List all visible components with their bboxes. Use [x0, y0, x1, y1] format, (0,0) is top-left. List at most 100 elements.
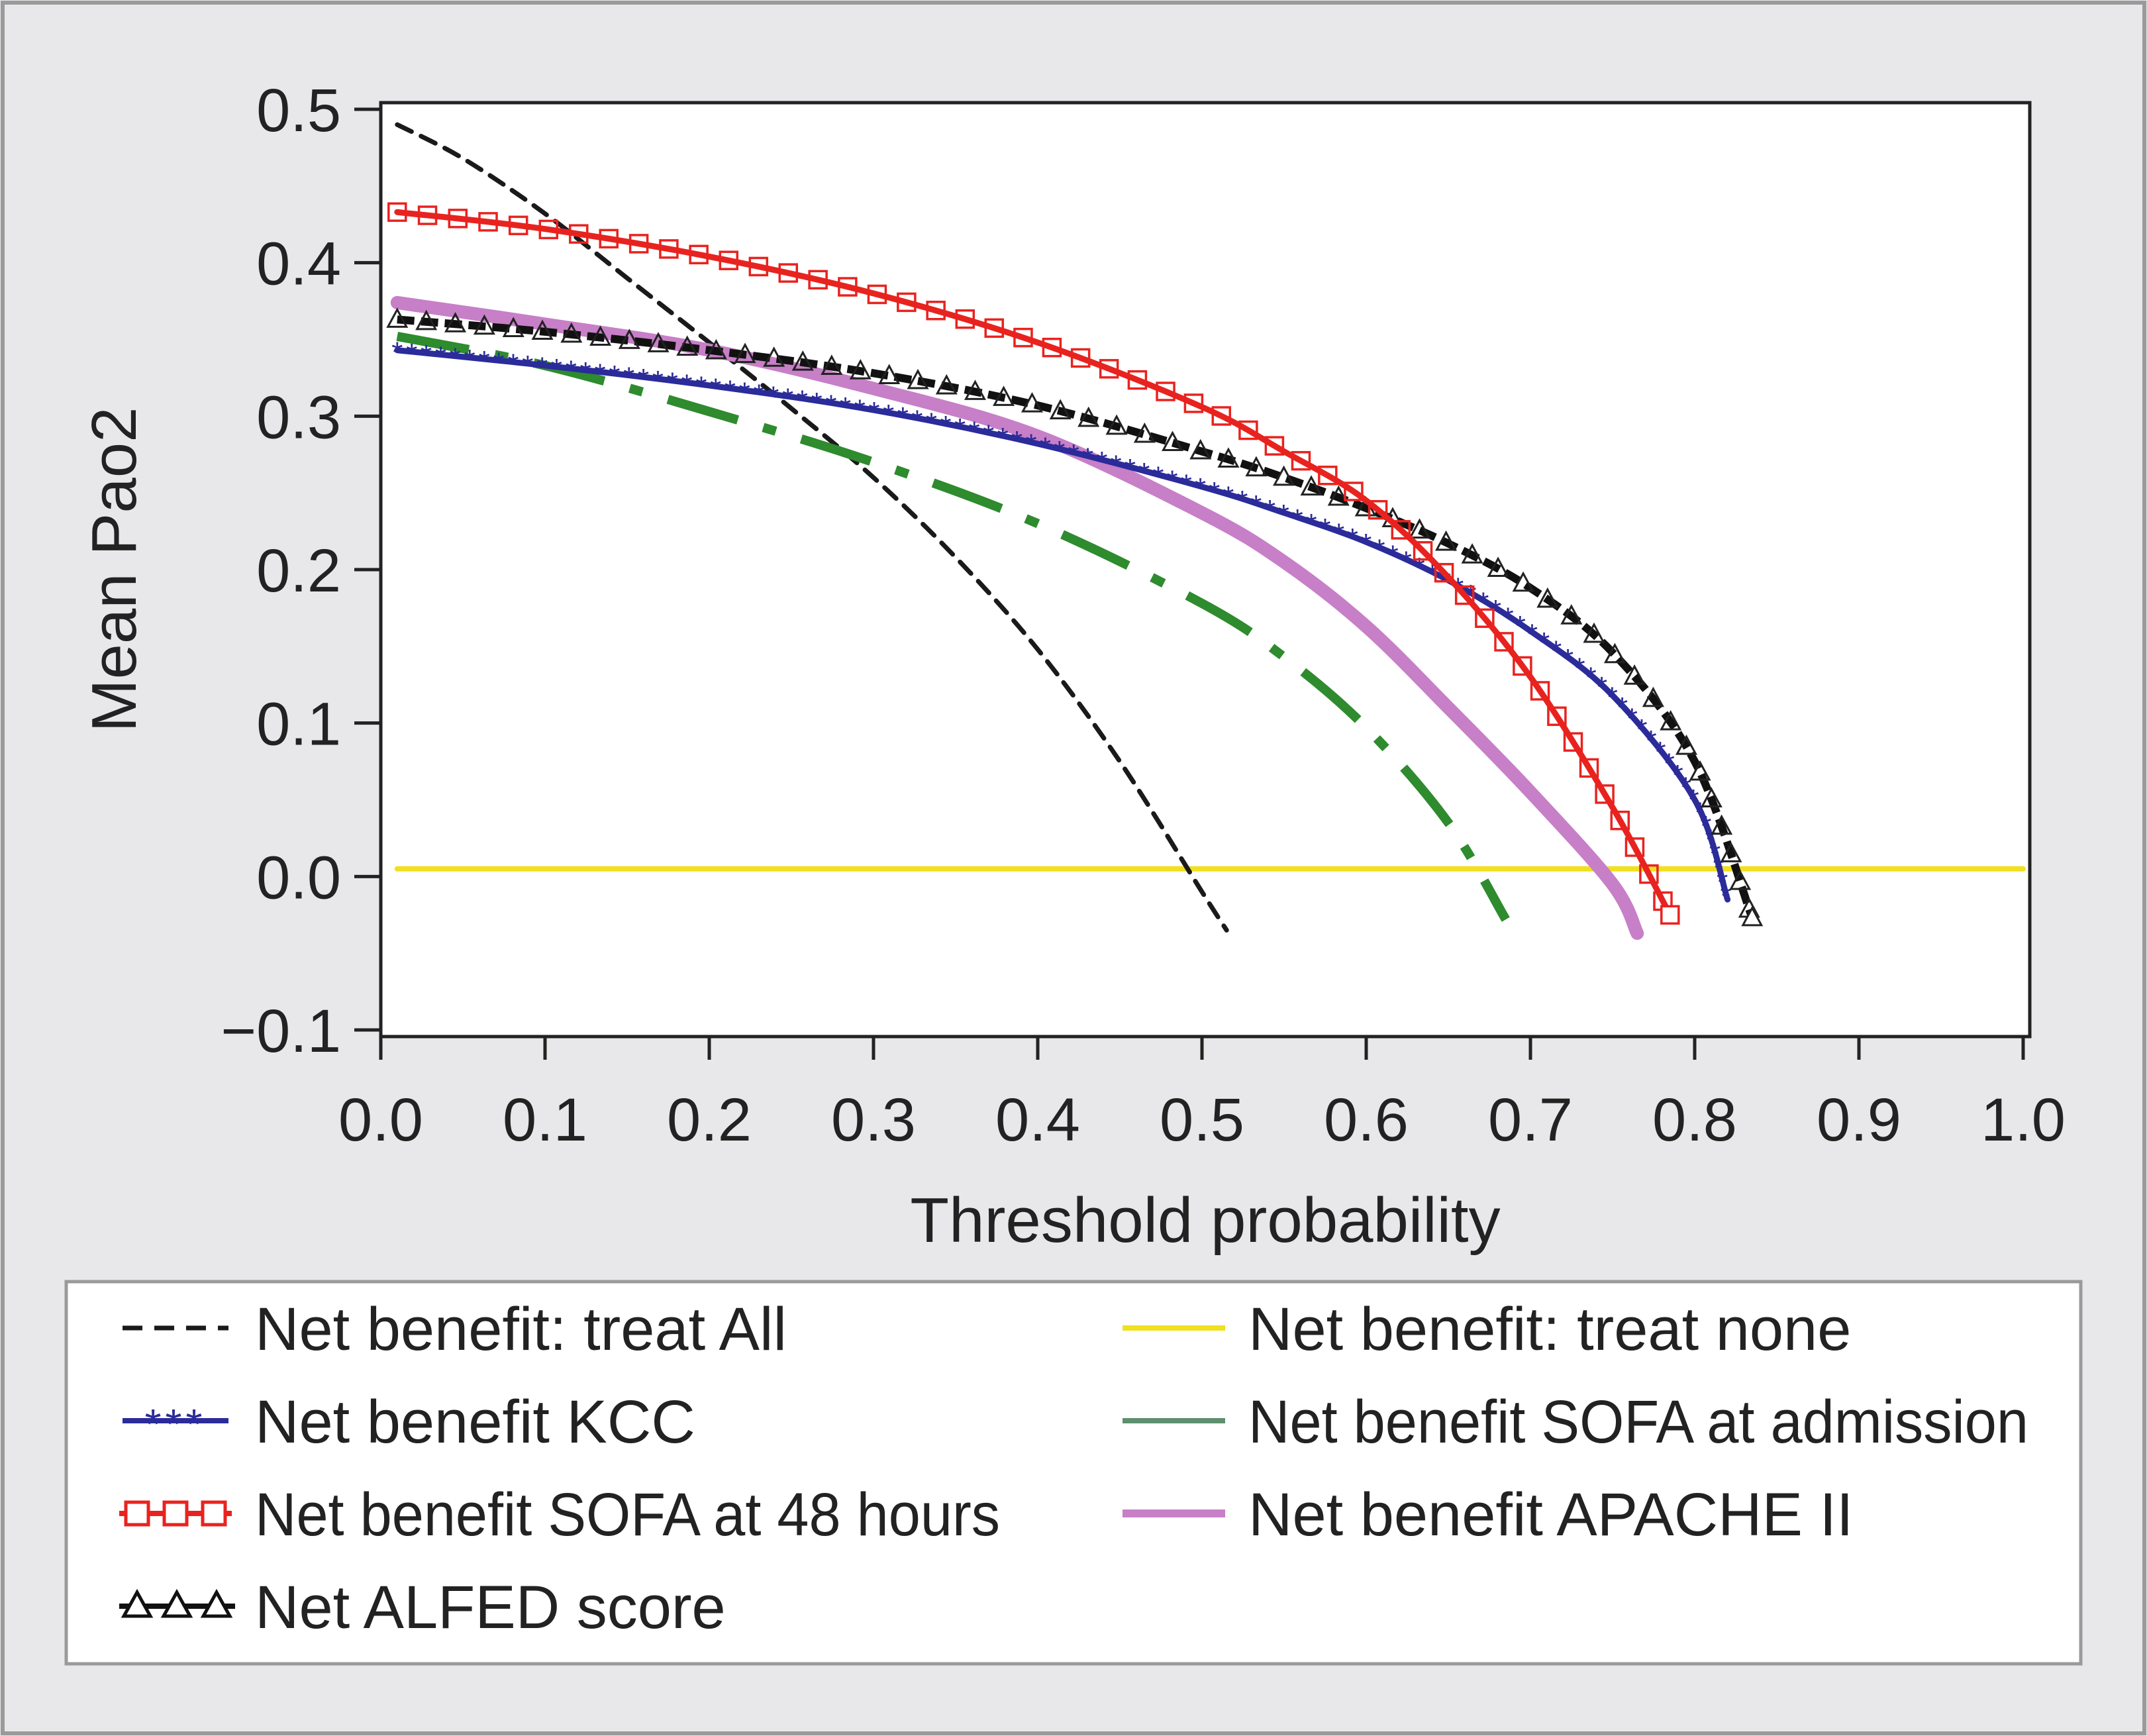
y-axis-title: Mean Pao2 [79, 407, 150, 732]
marker-net-benefit-kcc: * [1025, 429, 1036, 461]
x-tick-label: 0.0 [338, 1086, 423, 1154]
marker-net-benefit-sofa-at-48-hours [538, 219, 559, 240]
marker-net-benefit-sofa-at-48-hours [1595, 784, 1615, 804]
marker-net-alfed-score [473, 314, 495, 335]
marker-net-benefit-kcc: * [1645, 725, 1656, 757]
marker-net-benefit-sofa-at-48-hours [628, 234, 649, 254]
marker-net-benefit-sofa-at-48-hours [1099, 359, 1119, 379]
marker-net-benefit-kcc: * [1054, 435, 1065, 468]
marker-net-benefit-sofa-at-48-hours [387, 202, 407, 222]
marker-net-benefit-kcc: * [797, 385, 808, 417]
marker-net-benefit-sofa-at-48-hours [1513, 656, 1532, 676]
marker-net-benefit-sofa-at-48-hours [1368, 499, 1388, 520]
marker-net-benefit-kcc: * [739, 376, 750, 409]
marker-net-benefit-kcc: * [1617, 691, 1628, 724]
marker-net-benefit-kcc: * [1305, 508, 1317, 540]
marker-net-benefit-kcc: * [493, 346, 504, 379]
legend-label-sofa-admission: Net benefit SOFA at admission [1248, 1388, 2028, 1456]
marker-net-alfed-score [1327, 485, 1350, 506]
marker-net-benefit-sofa-at-48-hours [508, 215, 528, 236]
marker-net-benefit-kcc: * [1152, 461, 1164, 493]
marker-net-benefit-kcc: * [1209, 476, 1220, 509]
marker-net-benefit-kcc: * [1721, 880, 1732, 913]
marker-net-benefit-kcc: * [1040, 432, 1051, 464]
marker-net-alfed-score [1049, 399, 1072, 420]
marker-net-alfed-score [791, 350, 814, 371]
marker-net-benefit-kcc: * [1664, 747, 1675, 780]
marker-net-benefit-kcc: * [1096, 446, 1107, 478]
marker-net-benefit-kcc: * [1223, 480, 1234, 513]
legend-label-apache: Net benefit APACHE II [1248, 1481, 1854, 1549]
marker-net-benefit-kcc: * [1688, 784, 1699, 816]
marker-net-benefit-sofa-at-48-hours [838, 277, 858, 297]
marker-net-benefit-kcc: * [522, 350, 533, 382]
marker-net-benefit-kcc: * [695, 370, 707, 403]
marker-net-benefit-kcc: * [1502, 602, 1513, 635]
marker-net-benefit-sofa-at-48-hours [955, 309, 975, 329]
marker-net-benefit-kcc: * [406, 338, 417, 370]
marker-net-benefit-sofa-at-48-hours [1291, 450, 1311, 471]
legend-marker-alfed-b [160, 1588, 193, 1618]
legend-marker-sofa-48-b [162, 1500, 189, 1527]
marker-net-benefit-sofa-at-48-hours [448, 209, 468, 229]
marker-net-benefit-kcc: * [1011, 425, 1023, 458]
marker-net-alfed-score [907, 368, 929, 389]
marker-net-alfed-score [763, 346, 785, 367]
marker-net-benefit-kcc: * [1596, 671, 1607, 703]
marker-net-alfed-score [1273, 465, 1295, 486]
marker-net-alfed-score [1623, 664, 1646, 685]
marker-net-benefit-kcc: * [1319, 513, 1330, 545]
marker-net-benefit-sofa-at-48-hours [897, 292, 917, 313]
marker-net-benefit-sofa-at-48-hours [1547, 706, 1567, 727]
marker-net-alfed-score [734, 342, 756, 364]
marker-net-alfed-score [1105, 414, 1128, 435]
marker-net-benefit-kcc: * [1195, 472, 1206, 505]
marker-net-benefit-sofa-at-48-hours [1660, 905, 1680, 925]
legend-label-kcc: Net benefit KCC [255, 1388, 695, 1456]
marker-net-alfed-score [849, 359, 872, 380]
marker-net-benefit-kcc: * [1082, 442, 1093, 475]
marker-net-alfed-score [444, 312, 467, 332]
marker-net-benefit-kcc: * [681, 368, 693, 401]
legend-marker-alfed-a [121, 1588, 154, 1618]
marker-net-benefit-kcc: * [1574, 652, 1585, 684]
x-tick-label: 0.8 [1652, 1086, 1737, 1154]
marker-net-benefit-kcc: * [1401, 545, 1412, 578]
legend-box [64, 1280, 2083, 1666]
marker-net-alfed-score [386, 307, 409, 328]
marker-net-benefit-sofa-at-48-hours [1391, 520, 1411, 540]
marker-net-benefit-kcc: * [883, 399, 894, 431]
marker-net-benefit-kcc: * [1068, 438, 1079, 471]
marker-net-alfed-score [935, 374, 958, 395]
marker-net-benefit-kcc: * [825, 389, 836, 421]
marker-net-benefit-sofa-at-48-hours [659, 239, 679, 259]
marker-net-alfed-score [1660, 710, 1682, 731]
marker-net-benefit-sofa-at-48-hours [1475, 608, 1495, 629]
marker-net-benefit-kcc: * [1124, 453, 1136, 485]
marker-net-benefit-kcc: * [450, 342, 461, 375]
legend-marker-kcc: *** [145, 1400, 207, 1448]
marker-net-benefit-sofa-at-48-hours [867, 284, 887, 305]
y-tick-label: 0.1 [256, 691, 341, 758]
series-net-benefit-kcc: * * * * * * * * * * * * * * * * * * * * * * * * * * * * * * * * * * * * * * * *… [391, 336, 1731, 913]
marker-net-alfed-score [676, 335, 699, 356]
marker-net-benefit-sofa-at-48-hours [1070, 348, 1091, 368]
y-tick-label: 0.2 [256, 537, 341, 605]
marker-net-benefit-kcc: * [940, 410, 951, 442]
marker-net-benefit-sofa-at-48-hours [1579, 758, 1599, 778]
marker-net-benefit-kcc: * [1654, 736, 1666, 768]
marker-net-benefit-kcc: * [1292, 503, 1303, 536]
marker-net-benefit-kcc: * [435, 340, 446, 373]
marker-net-benefit-sofa-at-48-hours [1183, 393, 1204, 413]
marker-net-benefit-sofa-at-48-hours [569, 224, 589, 244]
marker-net-alfed-score [1021, 391, 1043, 413]
marker-net-benefit-sofa-at-48-hours [1318, 466, 1338, 485]
marker-net-benefit-kcc: * [609, 360, 620, 392]
marker-net-benefit-kcc: * [1515, 610, 1526, 642]
marker-net-alfed-score [1711, 814, 1733, 835]
legend-item-treat-none: Net benefit: treat none [1123, 1296, 1851, 1363]
marker-net-benefit-kcc: * [479, 345, 490, 378]
marker-net-benefit-kcc: * [464, 344, 475, 376]
marker-net-benefit-kcc: * [911, 404, 923, 436]
